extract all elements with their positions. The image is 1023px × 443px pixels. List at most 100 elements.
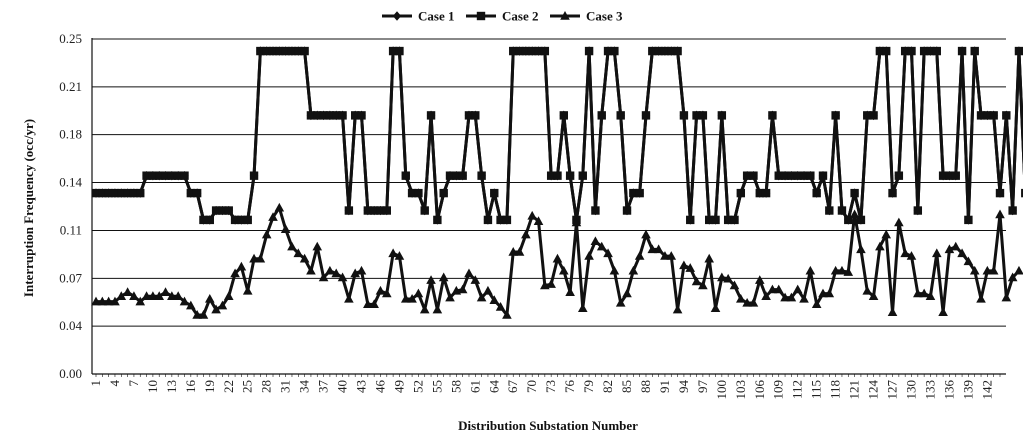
data-point <box>230 268 240 278</box>
data-point <box>995 188 1005 198</box>
data-point <box>432 304 443 314</box>
x-tick-label: 136 <box>941 380 956 400</box>
data-point <box>167 171 177 180</box>
data-point <box>439 188 448 198</box>
data-point <box>945 171 954 180</box>
data-point <box>995 209 1005 219</box>
x-tick-label: 16 <box>183 380 198 394</box>
y-tick-label: 0.00 <box>59 366 82 381</box>
data-point <box>509 46 518 56</box>
data-point <box>672 304 683 314</box>
x-tick-label: 127 <box>885 380 900 400</box>
data-point <box>888 188 897 198</box>
data-point <box>730 215 739 225</box>
data-point <box>123 188 132 198</box>
data-point <box>647 244 658 254</box>
x-tick-label: 55 <box>429 380 444 393</box>
data-point <box>616 111 625 120</box>
x-tick-label: 97 <box>695 380 710 394</box>
data-point <box>192 188 202 198</box>
data-point <box>103 296 114 306</box>
data-point <box>603 46 613 56</box>
data-point <box>394 251 405 260</box>
data-point <box>717 111 727 120</box>
data-point <box>337 272 348 282</box>
data-point <box>900 248 910 258</box>
x-axis-label: Distribution Substation Number <box>458 418 638 433</box>
data-point <box>419 304 430 314</box>
data-point <box>388 46 398 56</box>
data-point <box>799 171 809 180</box>
data-point <box>944 244 955 254</box>
data-point <box>565 171 575 180</box>
x-tick-label: 61 <box>467 380 482 393</box>
x-tick-label: 82 <box>600 380 615 393</box>
series-line <box>96 49 1023 222</box>
x-tick-label: 40 <box>335 380 350 393</box>
data-point <box>938 307 948 317</box>
data-point <box>988 265 999 275</box>
grid-lines <box>92 38 1006 327</box>
data-point <box>969 265 980 275</box>
data-point <box>502 310 512 319</box>
data-point <box>110 188 120 198</box>
data-point <box>768 111 777 120</box>
data-point <box>673 46 682 56</box>
data-point <box>161 171 170 180</box>
data-point <box>363 299 373 309</box>
data-point <box>217 300 228 310</box>
x-tick-label: 73 <box>543 380 558 393</box>
data-point <box>553 171 562 180</box>
data-point <box>148 291 158 300</box>
data-point <box>723 273 733 283</box>
data-point <box>205 215 214 225</box>
data-point <box>755 188 764 198</box>
data-point <box>976 111 986 120</box>
data-point <box>401 171 410 180</box>
data-point <box>249 253 259 263</box>
x-tick-label: 67 <box>505 380 520 394</box>
data-point <box>413 288 424 298</box>
x-tick-label: 139 <box>960 380 975 400</box>
data-point <box>546 279 556 288</box>
data-point <box>496 215 505 225</box>
data-point <box>590 236 601 246</box>
data-point <box>653 244 664 254</box>
x-tick-label: 94 <box>676 380 691 394</box>
data-point <box>1021 188 1023 198</box>
data-point <box>641 229 651 239</box>
data-point <box>223 291 234 300</box>
data-point <box>812 188 821 198</box>
data-point <box>155 171 164 180</box>
data-point <box>869 111 878 120</box>
data-point <box>666 251 677 260</box>
data-point <box>407 293 417 303</box>
data-point <box>344 293 354 303</box>
data-point <box>660 251 670 260</box>
data-point <box>204 293 215 303</box>
x-tick-label: 85 <box>619 380 634 393</box>
data-point <box>256 46 265 56</box>
data-point <box>464 111 474 120</box>
x-tick-label: 13 <box>164 380 179 393</box>
data-point <box>306 111 316 120</box>
data-point <box>262 46 271 56</box>
x-tick-label: 109 <box>771 380 786 400</box>
axes <box>91 38 1006 377</box>
data-point <box>129 188 139 198</box>
data-point <box>849 209 860 219</box>
data-point <box>906 251 917 260</box>
data-point <box>622 288 632 298</box>
data-point <box>825 206 834 215</box>
data-point <box>660 46 670 56</box>
data-point <box>325 111 335 120</box>
data-point <box>970 46 979 56</box>
data-point <box>293 248 304 258</box>
data-point <box>224 206 233 215</box>
data-point <box>300 46 309 56</box>
data-point <box>686 215 695 225</box>
y-tick-label: 0.07 <box>59 270 82 285</box>
data-point <box>452 171 461 180</box>
data-point <box>180 171 189 180</box>
